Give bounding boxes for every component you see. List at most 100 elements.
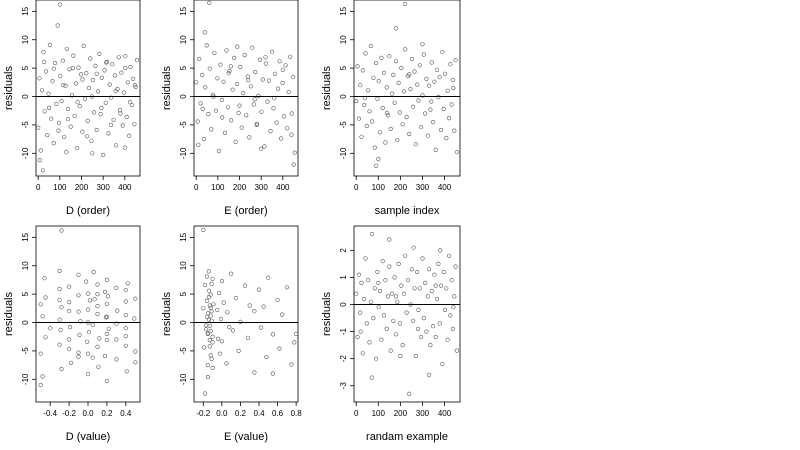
data-point (123, 288, 128, 293)
data-point (437, 321, 442, 326)
data-point (372, 145, 377, 150)
x-axis-label: E (order) (224, 205, 267, 217)
data-point (446, 253, 452, 258)
y-tick-label: 5 (21, 291, 30, 296)
data-point (210, 365, 215, 371)
data-point (91, 110, 97, 115)
x-tick-label: -0.4 (43, 409, 57, 418)
x-tick-label: 100 (372, 409, 386, 418)
data-point (424, 329, 429, 334)
data-point (119, 70, 124, 75)
data-point (236, 348, 241, 354)
data-point (371, 75, 376, 80)
data-point (86, 330, 91, 335)
data-point (433, 334, 438, 340)
chart-panel-3: 0 100 200 300 400 -10 -5 0 5 10 15 sample index resi… (321, 0, 461, 217)
data-point (374, 356, 379, 361)
data-point (202, 345, 207, 350)
data-point (412, 69, 417, 74)
data-point (245, 335, 250, 340)
x-tick-label: 200 (75, 183, 89, 192)
data-point (65, 117, 71, 122)
data-point (70, 65, 75, 71)
data-point (38, 302, 43, 307)
data-point (122, 145, 127, 150)
data-point (409, 56, 415, 62)
data-point (58, 327, 63, 333)
data-point (415, 326, 421, 332)
data-point (121, 90, 127, 95)
data-point (363, 256, 368, 261)
data-point (259, 146, 264, 151)
data-point (393, 59, 399, 64)
data-point (396, 80, 401, 85)
data-point (200, 106, 205, 112)
data-point (37, 158, 43, 163)
data-point (205, 374, 210, 380)
data-point (97, 336, 102, 341)
data-point (239, 125, 244, 130)
data-point (284, 285, 290, 290)
y-tick-label: -2 (339, 355, 348, 363)
data-point (106, 131, 111, 136)
data-point (52, 60, 58, 66)
data-point (216, 148, 221, 154)
x-tick-label: 0.4 (253, 409, 265, 418)
data-point (233, 139, 238, 144)
points (38, 228, 138, 388)
data-point (59, 228, 64, 233)
data-point (354, 98, 359, 104)
data-point (127, 133, 132, 138)
x-axis-label: D (order) (66, 205, 110, 217)
data-point (84, 71, 89, 76)
y-axis-label: residuals (3, 65, 15, 110)
y-tick-label: -10 (21, 373, 30, 385)
data-point (61, 83, 66, 88)
data-point (393, 26, 399, 31)
data-point (289, 132, 294, 137)
y-tick-label: 15 (179, 6, 188, 15)
data-point (103, 100, 108, 105)
y-tick-label: -10 (21, 147, 30, 159)
data-point (399, 283, 404, 288)
data-point (417, 286, 422, 291)
data-point (38, 351, 43, 356)
data-point (448, 62, 453, 67)
data-point (210, 276, 215, 281)
y-tick-label: 15 (339, 6, 348, 15)
data-point (125, 80, 130, 85)
data-point (376, 156, 381, 162)
data-point (101, 152, 106, 158)
data-point (84, 134, 90, 139)
data-point (276, 86, 281, 91)
data-point (114, 143, 119, 148)
data-point (408, 86, 413, 92)
data-point (359, 280, 364, 286)
data-point (50, 79, 55, 84)
data-point (405, 278, 411, 283)
data-point (60, 58, 66, 63)
x-tick-label: 400 (438, 409, 452, 418)
points (354, 1, 460, 168)
data-point (103, 315, 109, 320)
data-point (72, 113, 77, 118)
data-point (235, 81, 240, 87)
data-point (407, 391, 412, 397)
data-point (421, 316, 426, 321)
x-tick-label: 300 (416, 409, 430, 418)
data-point (266, 275, 271, 280)
chart-panel-2: 0 100 200 300 400 -10 -5 0 5 10 15 E (order) residua… (161, 0, 299, 217)
data-point (266, 78, 272, 83)
data-point (57, 286, 62, 292)
data-point (374, 163, 379, 168)
data-point (58, 73, 63, 79)
data-point (204, 314, 210, 319)
data-point (104, 314, 109, 319)
data-point (454, 348, 460, 353)
data-point (102, 68, 107, 73)
x-tick-label: -0.2 (196, 409, 210, 418)
data-point (413, 353, 418, 359)
data-point (40, 168, 46, 173)
data-point (363, 51, 368, 56)
data-point (444, 286, 449, 291)
